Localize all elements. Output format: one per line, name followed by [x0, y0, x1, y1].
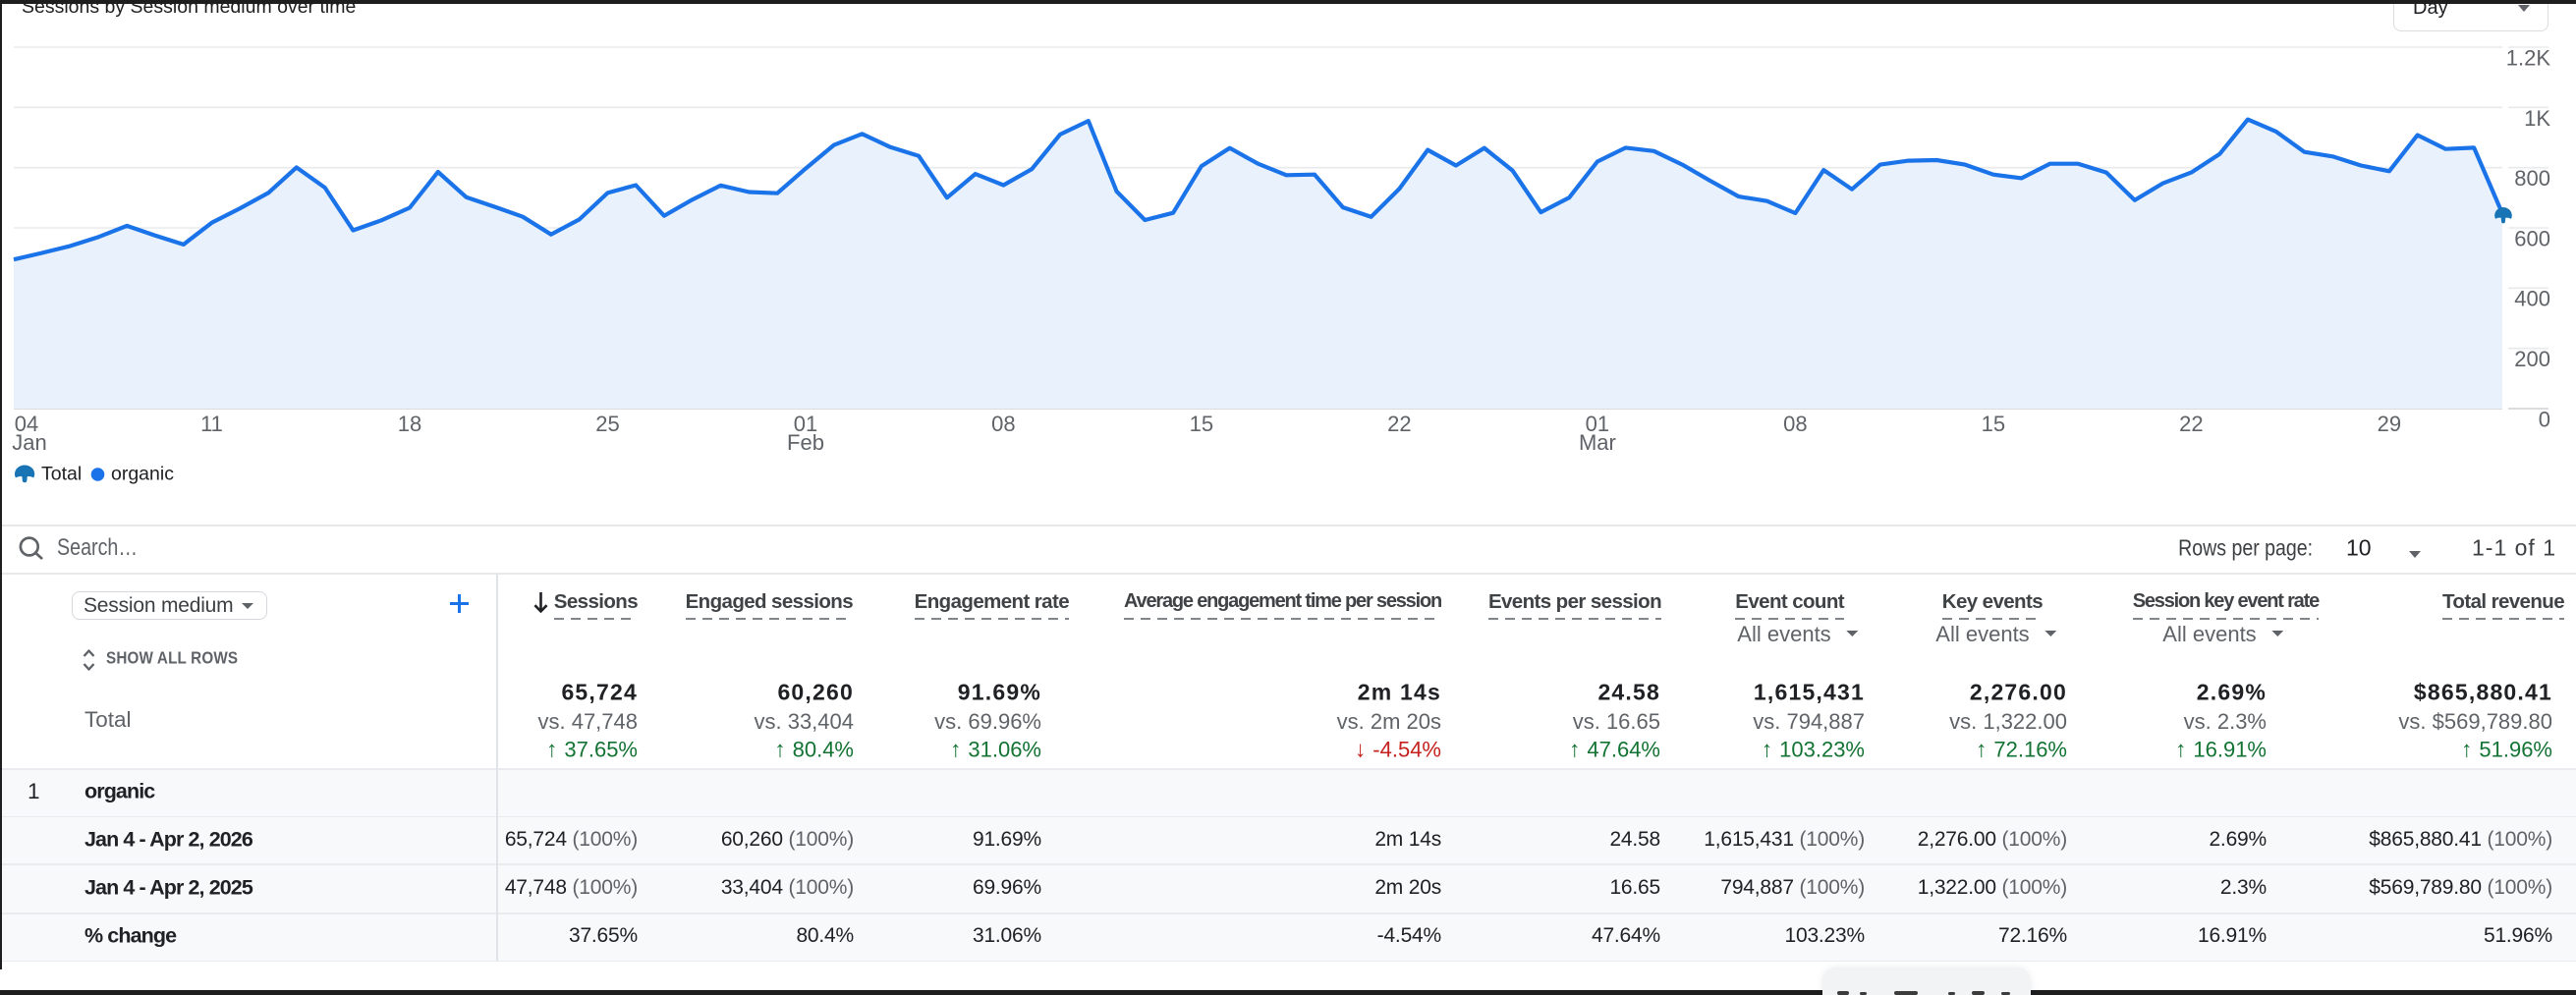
- svg-text:18: 18: [398, 412, 421, 436]
- svg-text:1.2K: 1.2K: [2506, 46, 2551, 71]
- svg-text:15: 15: [1982, 412, 2005, 436]
- svg-text:04: 04: [15, 412, 38, 436]
- svg-text:1K: 1K: [2524, 106, 2550, 131]
- svg-text:29: 29: [2378, 412, 2401, 436]
- svg-text:01: 01: [1586, 412, 1609, 436]
- svg-text:400: 400: [2514, 287, 2550, 311]
- svg-text:22: 22: [2179, 412, 2203, 436]
- svg-text:08: 08: [991, 412, 1015, 436]
- svg-text:600: 600: [2514, 226, 2550, 250]
- svg-text:11: 11: [200, 412, 223, 436]
- svg-text:22: 22: [1387, 412, 1411, 436]
- svg-text:Jan: Jan: [12, 430, 46, 455]
- svg-text:800: 800: [2514, 166, 2550, 191]
- svg-text:Mar: Mar: [1579, 430, 1616, 455]
- svg-text:01: 01: [794, 412, 817, 436]
- svg-text:Feb: Feb: [787, 430, 824, 455]
- svg-text:200: 200: [2514, 347, 2550, 371]
- svg-text:25: 25: [595, 412, 619, 436]
- svg-text:08: 08: [1783, 412, 1807, 436]
- svg-text:0: 0: [2539, 407, 2550, 431]
- svg-text:15: 15: [1190, 412, 1213, 436]
